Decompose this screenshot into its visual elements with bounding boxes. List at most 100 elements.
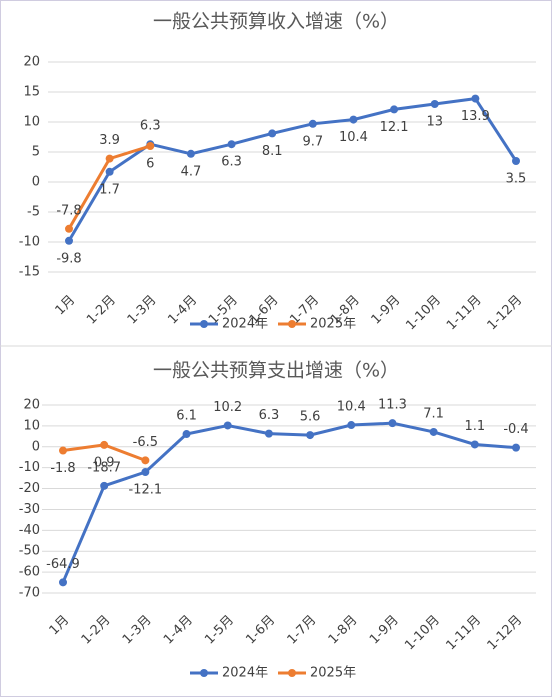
data-label: 0.9 <box>94 455 115 470</box>
x-tick-label: 1月 <box>53 293 79 319</box>
marker <box>264 429 273 438</box>
x-tick-label: 1-12月 <box>485 613 526 654</box>
marker <box>141 468 150 477</box>
data-label: -7.8 <box>56 203 81 218</box>
data-label: 3.5 <box>506 172 527 187</box>
data-label: 6.1 <box>176 409 197 424</box>
x-tick-label: 1-2月 <box>79 613 114 648</box>
y-tick-label: 10 <box>23 115 40 130</box>
y-tick-label: 0 <box>32 175 40 190</box>
legend-marker <box>200 669 208 677</box>
y-tick-label: 5 <box>32 145 40 160</box>
marker <box>59 446 67 455</box>
x-tick-label: 1-11月 <box>443 613 484 654</box>
x-tick-label: 1-9月 <box>367 613 402 648</box>
marker <box>146 142 155 150</box>
x-tick-label: 1月 <box>47 613 73 639</box>
data-label: 3.9 <box>99 133 120 148</box>
data-label: 13 <box>426 115 443 130</box>
data-label: 6.3 <box>259 408 280 423</box>
y-tick-label: -10 <box>19 235 40 250</box>
legend-label: 2025年 <box>310 317 356 332</box>
data-label: 4.7 <box>181 164 202 179</box>
y-tick-label: -40 <box>19 523 40 538</box>
data-label: 10.2 <box>213 400 242 415</box>
marker <box>186 149 195 158</box>
data-label: 1.7 <box>99 182 120 197</box>
data-label: -12.1 <box>129 483 163 498</box>
y-tick-label: -60 <box>19 565 40 580</box>
data-label: -18.7 <box>87 460 121 475</box>
x-tick-label: 1-9月 <box>369 293 404 328</box>
legend-label: 2025年 <box>310 666 356 681</box>
marker <box>388 419 397 428</box>
y-tick-label: 20 <box>23 55 40 70</box>
series-line <box>67 96 518 242</box>
x-tick-label: 1-12月 <box>485 293 526 334</box>
chart-title: 一般公共预算收入增速（%） <box>153 11 399 33</box>
series-line <box>61 421 517 583</box>
data-label: -0.4 <box>503 422 528 437</box>
x-tick-label: 1-3月 <box>125 293 160 328</box>
data-label: 5.6 <box>300 410 321 425</box>
x-tick-label: 1-2月 <box>84 293 119 328</box>
y-tick-label: 0 <box>32 439 40 454</box>
marker <box>182 430 191 439</box>
data-label: 11.3 <box>378 398 407 413</box>
legend-marker <box>288 320 296 328</box>
data-label: 10.4 <box>337 400 366 415</box>
data-label: -6.5 <box>133 435 158 450</box>
data-label: 6 <box>146 157 154 172</box>
x-tick-label: 1-6月 <box>243 613 278 648</box>
marker <box>512 443 520 452</box>
data-label: 10.4 <box>339 130 368 145</box>
x-tick-label: 1-5月 <box>202 613 237 648</box>
data-label: 7.1 <box>423 406 444 421</box>
y-tick-label: -5 <box>27 205 40 220</box>
x-tick-label: 1-3月 <box>120 613 155 648</box>
marker <box>347 421 356 430</box>
x-tick-label: 1-4月 <box>165 293 200 328</box>
marker <box>268 129 277 138</box>
x-tick-label: 1-10月 <box>403 293 444 334</box>
marker <box>100 440 109 449</box>
marker <box>227 140 236 149</box>
x-tick-label: 1-7月 <box>285 613 320 648</box>
y-tick-label: -30 <box>19 502 40 517</box>
marker <box>512 157 520 165</box>
marker <box>471 94 480 103</box>
x-tick-label: 1-11月 <box>444 293 485 334</box>
legend-marker <box>288 669 296 677</box>
marker <box>65 236 73 245</box>
marker <box>349 115 358 124</box>
marker <box>65 224 73 233</box>
marker <box>470 440 479 449</box>
legend-label: 2024年 <box>222 666 268 681</box>
legend-marker <box>200 320 208 328</box>
legend-label: 2024年 <box>222 317 268 332</box>
marker <box>308 119 317 128</box>
marker <box>141 456 150 465</box>
data-label: -1.8 <box>50 461 75 476</box>
marker <box>429 427 438 436</box>
data-label: 1.1 <box>464 419 485 434</box>
marker <box>223 421 232 430</box>
y-tick-label: -50 <box>19 544 40 559</box>
chart-title: 一般公共预算支出增速（%） <box>153 360 399 382</box>
data-label: -64.9 <box>46 557 80 572</box>
data-label: 6.3 <box>221 155 242 170</box>
y-tick-label: 10 <box>23 418 40 433</box>
x-tick-label: 1-10月 <box>402 613 443 654</box>
marker <box>59 578 67 587</box>
y-tick-label: 20 <box>23 398 40 413</box>
marker <box>105 167 114 176</box>
y-tick-label: -20 <box>19 481 40 496</box>
data-label: 8.1 <box>262 144 283 159</box>
x-tick-label: 1-4月 <box>161 613 196 648</box>
data-label: 12.1 <box>380 120 409 135</box>
marker <box>306 431 315 440</box>
y-tick-label: 15 <box>23 85 40 100</box>
data-label: 6.3 <box>140 119 161 134</box>
